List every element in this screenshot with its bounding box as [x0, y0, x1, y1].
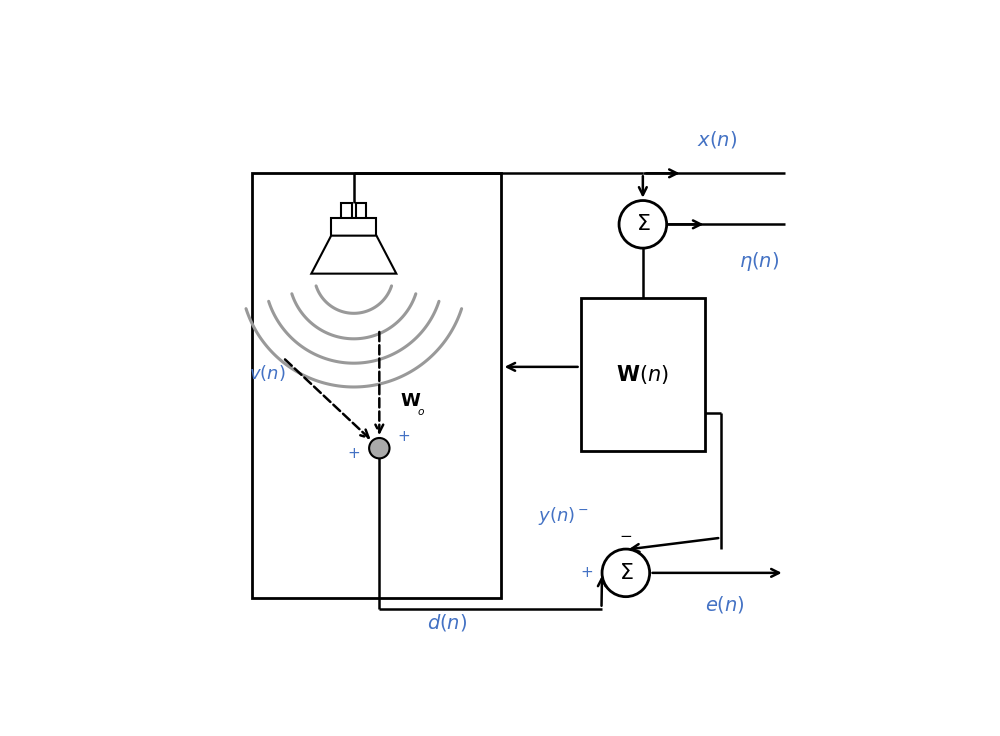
Text: $_o$: $_o$: [417, 403, 425, 418]
Circle shape: [602, 549, 650, 597]
Text: $+$: $+$: [347, 446, 360, 461]
Text: $+$: $+$: [580, 565, 593, 581]
Text: $\Sigma$: $\Sigma$: [636, 214, 650, 234]
Text: $y(n)^-$: $y(n)^-$: [538, 505, 589, 527]
Text: $\eta(n)$: $\eta(n)$: [739, 250, 779, 272]
Text: $\mathbf{W}$: $\mathbf{W}$: [400, 392, 422, 410]
Circle shape: [369, 438, 390, 459]
Bar: [341, 203, 352, 219]
Bar: [581, 298, 705, 451]
Text: $x(n)$: $x(n)$: [697, 129, 737, 150]
Polygon shape: [311, 236, 396, 274]
Text: $e(n)$: $e(n)$: [705, 593, 745, 615]
Bar: [331, 218, 376, 236]
Bar: [252, 173, 501, 598]
Text: $d(n)$: $d(n)$: [427, 612, 467, 633]
Text: $+$: $+$: [397, 429, 410, 445]
Text: $\Sigma$: $\Sigma$: [619, 563, 633, 583]
Text: $\mathbf{W}(n)$: $\mathbf{W}(n)$: [616, 363, 669, 386]
Text: $-$: $-$: [619, 528, 632, 542]
Text: $v(n)$: $v(n)$: [249, 363, 286, 383]
Bar: [356, 203, 366, 219]
Circle shape: [619, 200, 667, 248]
